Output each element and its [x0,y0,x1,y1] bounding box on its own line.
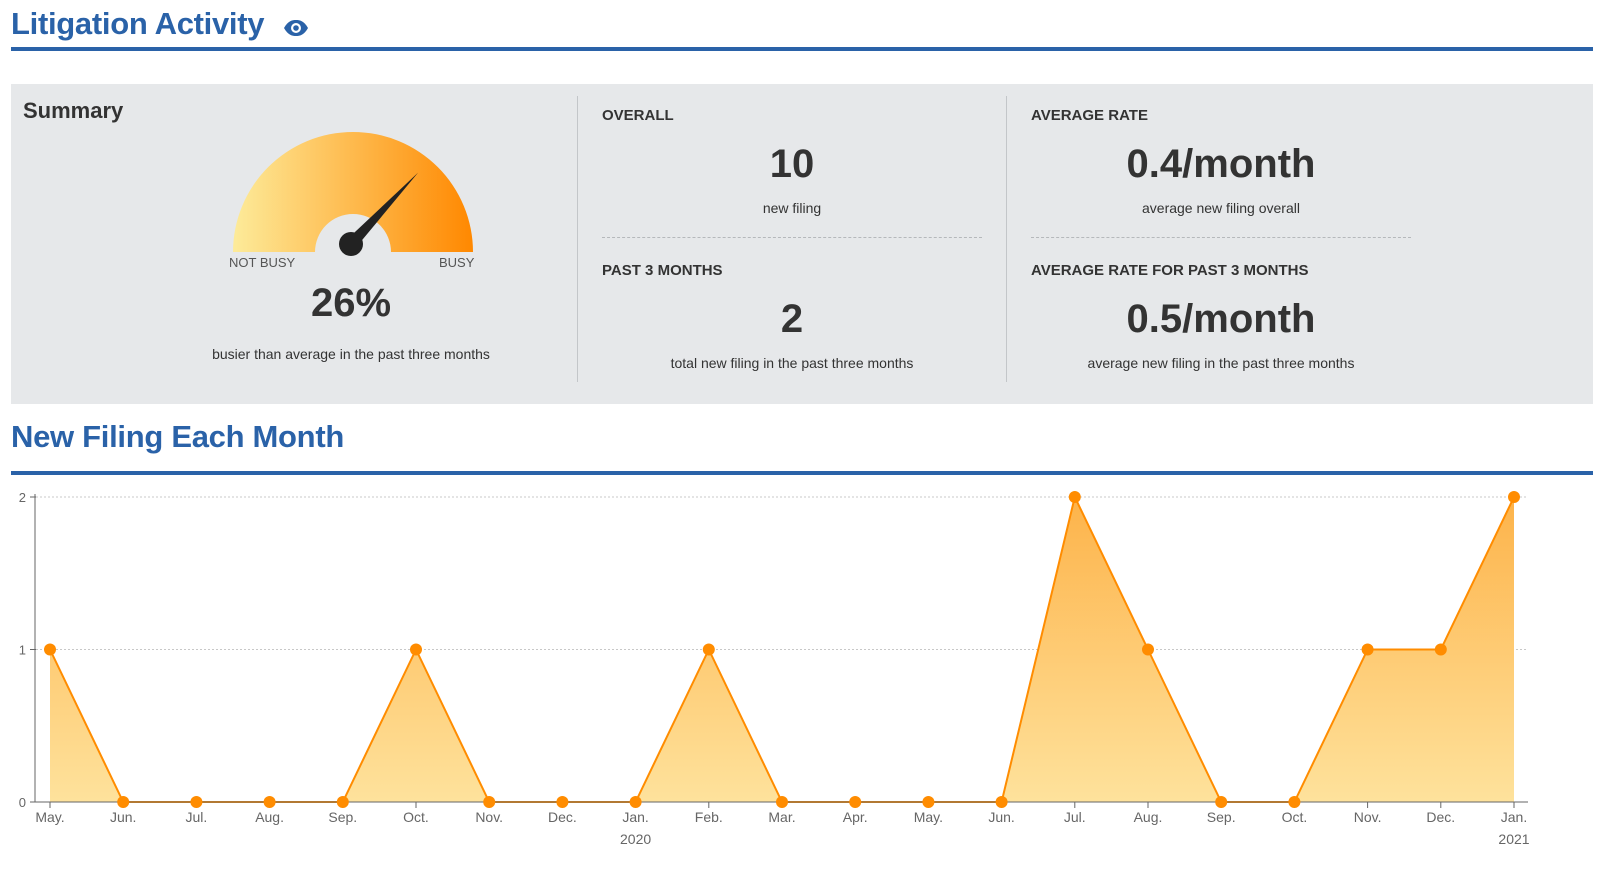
chart-section-title: New Filing Each Month [11,419,344,454]
data-point [1215,796,1228,808]
avg-rate-desc: average new filing overall [1142,200,1300,216]
data-point [995,796,1008,808]
x-tick-label: Dec. [1426,809,1455,825]
dashed-separator [1031,237,1411,238]
x-tick-label: Nov. [475,809,503,825]
y-tick-label: 0 [19,795,26,810]
data-point [190,796,203,808]
chart-title-rule [11,471,1593,475]
x-tick-label: Jan. [1501,809,1527,825]
x-tick-label: May. [914,809,943,825]
data-point [629,796,642,808]
data-point [117,796,130,808]
eye-icon[interactable] [283,19,309,42]
x-tick-label: May. [35,809,64,825]
data-point [44,643,56,656]
x-year-label: 2020 [620,831,651,847]
x-tick-label: Nov. [1354,809,1382,825]
x-tick-label: Jun. [988,809,1014,825]
data-point [1434,643,1447,656]
gauge-value: 26% [310,281,392,325]
gauge-hub [339,232,363,256]
gauge-high-label: BUSY [439,255,475,270]
overall-heading: OVERALL [602,107,674,124]
y-tick-label: 1 [19,643,26,658]
new-filing-chart: 0 1 2 May. Jun. Jul. Aug. Sep. Oct. Nov. Dec. Jan. F… [19,490,1530,847]
data-point [263,796,276,808]
avg-rate-value: 0.4/month [1126,142,1316,186]
summary-panel: Summary NOT BUSY BUSY 26% busier than av… [11,84,1593,404]
data-point [410,643,422,656]
past3-desc: total new filing in the past three month… [670,355,914,371]
avg-rate-heading: AVERAGE RATE [1031,107,1148,124]
gauge-needle [346,172,419,249]
past3-value: 2 [780,297,804,341]
x-tick-label: Jul. [186,809,208,825]
gauge-description: busier than average in the past three mo… [212,346,490,362]
avg-rate-3-desc: average new filing in the past three mon… [1087,355,1355,371]
x-tick-label: Oct. [1282,809,1308,825]
column-divider [1006,96,1007,382]
busy-gauge [233,132,473,256]
data-point [1508,491,1520,503]
page-title: Litigation Activity [11,6,265,41]
x-tick-label: Sep. [1207,809,1236,825]
x-tick-label: Jan. [622,809,648,825]
data-point [849,796,862,808]
x-tick-label: Feb. [695,809,723,825]
x-tick-label: Mar. [768,809,795,825]
gauge-arc [233,132,473,252]
data-point [1361,643,1374,656]
area-fill [50,497,1514,802]
data-point [336,796,349,808]
title-rule [11,47,1593,51]
data-point [776,796,788,808]
past3-heading: PAST 3 MONTHS [602,262,723,279]
data-point [483,796,496,808]
data-point [1288,796,1301,808]
x-tick-label: Aug. [255,809,284,825]
data-point [1142,643,1154,656]
x-tick-label: Apr. [843,809,868,825]
data-point [556,796,569,808]
data-point [1068,491,1081,503]
gauge-low-label: NOT BUSY [229,255,296,270]
data-point [922,796,935,808]
x-tick-label: Jul. [1064,809,1086,825]
x-tick-label: Sep. [328,809,357,825]
x-tick-label: Oct. [403,809,429,825]
avg-rate-3-value: 0.5/month [1126,297,1316,341]
x-tick-label: Jun. [110,809,136,825]
x-tick-label: Dec. [548,809,577,825]
data-point [702,643,715,656]
x-year-label: 2021 [1498,831,1529,847]
y-tick-label: 2 [19,490,26,505]
summary-label: Summary [23,98,124,123]
avg-rate-3-heading: AVERAGE RATE FOR PAST 3 MONTHS [1031,262,1309,279]
dashed-separator [602,237,982,238]
column-divider [577,96,578,382]
overall-desc: new filing [762,200,822,216]
x-tick-label: Aug. [1134,809,1163,825]
overall-value: 10 [769,142,815,186]
